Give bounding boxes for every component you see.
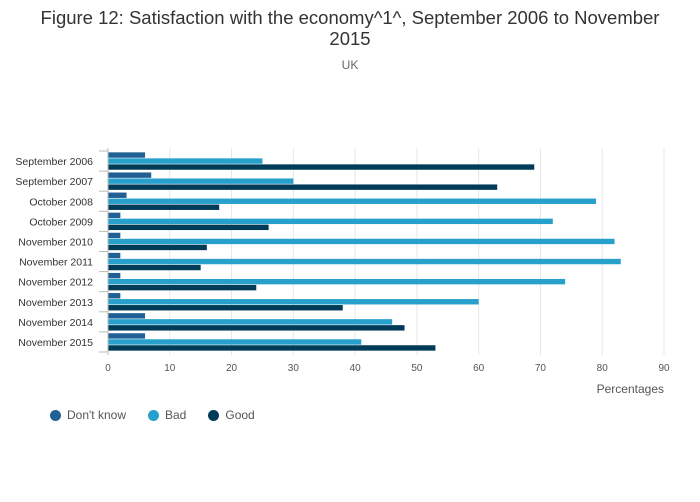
bar-bad-8 <box>108 319 393 325</box>
bar-good-4 <box>108 244 207 251</box>
bar-don-t-know-5 <box>108 252 121 259</box>
bar-bad-6 <box>108 278 566 285</box>
legend-label-dont-know: Don't know <box>67 408 126 422</box>
bar-bad-3 <box>108 218 553 225</box>
bar-bad-7 <box>108 299 479 305</box>
legend-item-dont-know[interactable]: Don't know <box>50 408 126 422</box>
bar-bad-1 <box>108 178 294 184</box>
y-tick-label: November 2012 <box>18 277 93 289</box>
y-tick-label: October 2009 <box>29 216 93 228</box>
chart-title: Figure 12: Satisfaction with the economy… <box>40 7 660 49</box>
chart-subtitle: UK <box>341 58 359 72</box>
bar-don-t-know-8 <box>108 313 146 319</box>
y-tick-label: September 2007 <box>15 176 93 188</box>
bar-bad-4 <box>108 238 615 245</box>
bar-good-6 <box>108 284 257 291</box>
bar-good-8 <box>108 325 405 331</box>
x-tick-label-20: 20 <box>226 363 238 374</box>
legend-item-good[interactable]: Good <box>208 408 255 422</box>
bar-good-0 <box>108 164 535 170</box>
x-tick-label-50: 50 <box>411 363 423 374</box>
y-tick-label: November 2011 <box>19 257 93 269</box>
x-tick-label-0: 0 <box>105 363 111 374</box>
bar-don-t-know-6 <box>108 272 121 279</box>
bar-good-9 <box>108 345 436 351</box>
bar-don-t-know-4 <box>108 232 121 239</box>
legend-item-bad[interactable]: Bad <box>148 408 186 422</box>
bar-good-3 <box>108 224 269 231</box>
bar-don-t-know-3 <box>108 212 121 219</box>
y-tick-label: November 2015 <box>18 337 93 349</box>
bar-good-7 <box>108 305 343 311</box>
x-tick-label-60: 60 <box>473 363 485 374</box>
bar-don-t-know-7 <box>108 293 121 299</box>
bar-don-t-know-2 <box>108 192 127 198</box>
bar-don-t-know-1 <box>108 172 152 178</box>
x-axis-title: Percentages <box>597 382 664 396</box>
legend-swatch-bad <box>148 409 159 421</box>
legend-swatch-dont-know <box>50 409 61 421</box>
bar-bad-0 <box>108 158 263 164</box>
legend: Don't know Bad Good <box>50 408 255 422</box>
bar-good-2 <box>108 204 220 210</box>
x-tick-label-90: 90 <box>658 363 670 374</box>
x-tick-label-70: 70 <box>535 363 547 374</box>
bar-don-t-know-0 <box>108 152 146 158</box>
bar-good-5 <box>108 264 201 271</box>
bar-bad-9 <box>108 339 362 345</box>
bar-bad-2 <box>108 198 597 204</box>
y-tick-label: November 2013 <box>18 297 93 309</box>
x-tick-label-10: 10 <box>164 363 176 374</box>
bar-don-t-know-9 <box>108 333 146 339</box>
y-tick-label: October 2008 <box>29 196 93 208</box>
legend-swatch-good <box>208 409 220 421</box>
y-tick-label: September 2006 <box>15 156 93 168</box>
y-tick-label: November 2014 <box>18 317 93 329</box>
legend-label-bad: Bad <box>165 408 187 422</box>
x-tick-label-30: 30 <box>288 363 300 374</box>
x-tick-label-40: 40 <box>350 363 362 374</box>
bar-bad-5 <box>108 258 621 265</box>
bar-good-1 <box>108 184 498 190</box>
legend-label-good: Good <box>225 408 255 422</box>
y-tick-label: November 2010 <box>18 236 93 248</box>
x-tick-label-80: 80 <box>597 363 609 374</box>
